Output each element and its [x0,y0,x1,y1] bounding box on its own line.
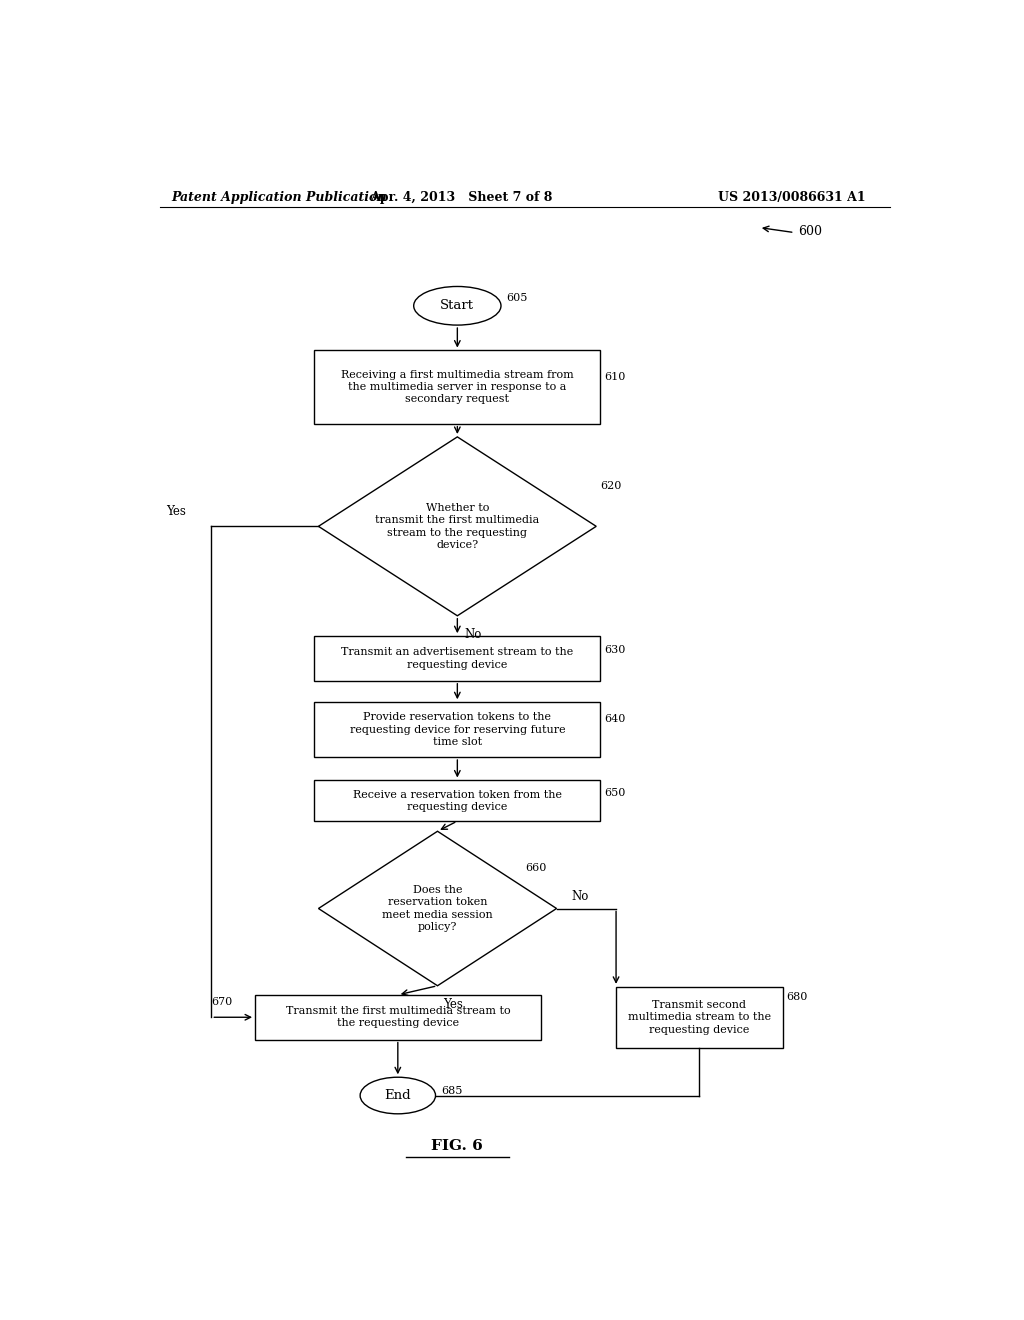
FancyBboxPatch shape [616,987,782,1048]
Text: Yes: Yes [443,998,463,1011]
Text: Whether to
transmit the first multimedia
stream to the requesting
device?: Whether to transmit the first multimedia… [375,503,540,550]
Text: Transmit the first multimedia stream to
the requesting device: Transmit the first multimedia stream to … [286,1006,510,1028]
Text: Transmit second
multimedia stream to the
requesting device: Transmit second multimedia stream to the… [628,999,771,1035]
Text: Receiving a first multimedia stream from
the multimedia server in response to a
: Receiving a first multimedia stream from… [341,370,573,404]
Text: 630: 630 [604,645,626,655]
Text: No: No [465,627,482,640]
Text: 680: 680 [786,991,808,1002]
Text: 605: 605 [507,293,528,302]
Text: End: End [384,1089,412,1102]
Text: 670: 670 [211,997,232,1007]
Text: Yes: Yes [166,504,185,517]
FancyBboxPatch shape [314,702,600,758]
FancyBboxPatch shape [314,780,600,821]
FancyBboxPatch shape [314,636,600,681]
Text: Provide reservation tokens to the
requesting device for reserving future
time sl: Provide reservation tokens to the reques… [349,713,565,747]
Polygon shape [318,437,596,615]
Text: 685: 685 [441,1086,463,1097]
Text: 660: 660 [524,863,546,873]
Text: Does the
reservation token
meet media session
policy?: Does the reservation token meet media se… [382,884,493,932]
Text: Patent Application Publication: Patent Application Publication [172,190,387,203]
Text: 620: 620 [600,480,622,491]
Text: FIG. 6: FIG. 6 [431,1139,483,1154]
Text: No: No [571,890,589,903]
Ellipse shape [414,286,501,325]
Text: Start: Start [440,300,474,313]
Text: 600: 600 [799,226,822,238]
Polygon shape [318,832,557,986]
Text: Receive a reservation token from the
requesting device: Receive a reservation token from the req… [353,789,562,812]
FancyBboxPatch shape [255,995,541,1040]
FancyBboxPatch shape [314,351,600,424]
Text: Apr. 4, 2013   Sheet 7 of 8: Apr. 4, 2013 Sheet 7 of 8 [370,190,553,203]
Text: 610: 610 [604,372,626,381]
Text: 640: 640 [604,714,626,725]
Text: US 2013/0086631 A1: US 2013/0086631 A1 [719,190,866,203]
Text: 650: 650 [604,788,626,797]
Ellipse shape [360,1077,435,1114]
Text: Transmit an advertisement stream to the
requesting device: Transmit an advertisement stream to the … [341,647,573,669]
